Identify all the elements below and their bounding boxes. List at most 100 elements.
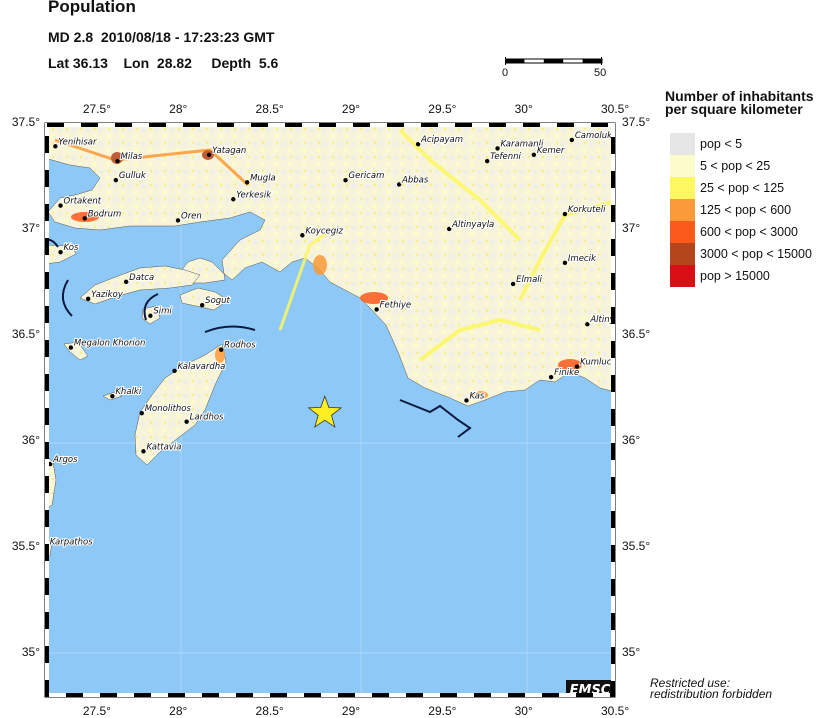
city-dot [110, 394, 115, 399]
city-dot [396, 182, 402, 187]
city-rodhos: Rodhos [218, 340, 257, 352]
emsc-logo [566, 680, 615, 697]
city-dot [231, 197, 236, 202]
city-label: Monolithos [145, 404, 192, 414]
city-koycegiz: Koycegiz [300, 225, 345, 238]
city-yerkesik: Yerkesik [231, 189, 273, 202]
land-datca-peninsula [79, 265, 201, 305]
city-label: Ortakent [64, 197, 102, 207]
legend-label: pop > 15000 [700, 269, 770, 283]
city-label: Oren [181, 211, 202, 221]
lat-tick-left: 37.5° [11, 115, 40, 129]
lat-tick-left: 35.5° [11, 538, 40, 553]
lon-tick-bottom: 28.5° [255, 704, 284, 718]
lon-tick-bottom: 27.5° [82, 704, 111, 718]
city-fethiye: Fethiye [374, 299, 412, 312]
legend-swatch [670, 155, 695, 177]
city-elmali: Elmali [510, 274, 544, 287]
legend-swatch [670, 221, 695, 243]
city-label: Kalavardha [178, 362, 226, 372]
city-label: Yerkesik [236, 190, 272, 200]
legend-label: 125 < pop < 600 [700, 203, 792, 217]
city-dot [464, 398, 469, 403]
city-label: Finike [554, 368, 579, 378]
legend-item: 25 < pop < 125 [670, 177, 824, 199]
legend-item: 3000 < pop < 15000 [670, 243, 824, 265]
city-karpathos: Karpathos [45, 537, 94, 549]
city-imecik: Imecik [562, 253, 598, 265]
city-abbas: Abbas [396, 174, 430, 187]
event-location-depth: Lat 36.13 Lon 28.82 Depth 5.6 [48, 55, 279, 71]
city-label: Kos [64, 243, 79, 253]
lat-tick-right: 37.5° [622, 115, 651, 129]
city-tefenni: Tefenni [484, 151, 523, 164]
lon-tick-bottom: 29° [341, 704, 361, 718]
city-label: Simi [153, 307, 172, 317]
city-yatagan: Yatagan [206, 145, 247, 157]
city-dot [510, 281, 516, 287]
city-label: Kas [469, 391, 484, 401]
city-dot [585, 322, 590, 327]
lat-tick-left: 36.5° [11, 326, 40, 341]
city-dot [206, 152, 212, 157]
lon-tick-top: 27.5° [82, 102, 111, 116]
legend-swatch [670, 243, 695, 265]
city-dot [484, 158, 490, 164]
city-dot [574, 364, 580, 369]
legend-label: 3000 < pop < 15000 [700, 247, 812, 261]
lon-tick-bottom: 30.5° [601, 704, 630, 718]
lat-tick-right: 35° [622, 644, 641, 659]
city-dot [148, 313, 153, 318]
lon-tick-top: 29° [341, 102, 361, 116]
city-kos: Kos [58, 242, 80, 255]
lat-tick-left: 37° [21, 220, 40, 235]
city-mugla: Mugla [244, 172, 277, 185]
legend-item: pop > 15000 [670, 265, 824, 287]
city-yenihisar: Yenihisar [53, 136, 98, 149]
city-label: Bodrum [88, 209, 122, 219]
city-kattavia: Kattavia [141, 441, 182, 454]
land-bozburun [179, 287, 229, 311]
city-gericam: Gericam [343, 170, 385, 183]
city-label: Kemer [537, 146, 565, 156]
city-dot [415, 141, 421, 147]
legend-item: 5 < pop < 25 [670, 155, 824, 177]
legend-label: pop < 5 [700, 137, 743, 151]
city-dot [562, 211, 568, 217]
city-bodrum: Bodrum [82, 208, 122, 221]
city-kemer: Kemer [531, 145, 566, 157]
city-dot [300, 233, 305, 238]
city-dot [115, 158, 120, 164]
city-label: Megalon Khorion [74, 339, 145, 349]
scale-label-0: 0 [502, 67, 509, 79]
city-khalki: Khalki [110, 386, 143, 399]
city-dot [343, 177, 348, 183]
city-dot [141, 449, 146, 454]
city-label: Mugla [250, 173, 276, 183]
city-label: Milas [121, 152, 143, 162]
city-dot [184, 419, 189, 424]
city-dot [374, 307, 379, 312]
city-label: Elmali [516, 275, 543, 285]
legend-swatch [670, 133, 695, 155]
city-dot [244, 180, 250, 185]
city-karamanli: Karamanli [495, 138, 545, 151]
city-altinyayla: Altinyayla [446, 219, 495, 232]
city-gulluk: Gulluk [113, 170, 148, 183]
event-magnitude-time: MD 2.8 2010/08/18 - 17:23:23 GMT [48, 29, 275, 45]
city-label: Imecik [568, 254, 597, 264]
city-label: Tefenni [490, 152, 521, 162]
city-dot [58, 203, 63, 208]
city-dot [495, 146, 500, 151]
city-label: Korkuteli [568, 205, 606, 215]
legend-item: 600 < pop < 3000 [670, 221, 824, 243]
city-label: Altiny [589, 315, 615, 325]
star-icon[interactable] [307, 395, 343, 428]
city-dot [58, 250, 63, 255]
scale-label-50: 50 [594, 67, 607, 79]
city-label: Kattavia [146, 442, 181, 452]
city-dot [531, 152, 537, 157]
legend-title-line1: Number of inhabitants [665, 88, 814, 104]
